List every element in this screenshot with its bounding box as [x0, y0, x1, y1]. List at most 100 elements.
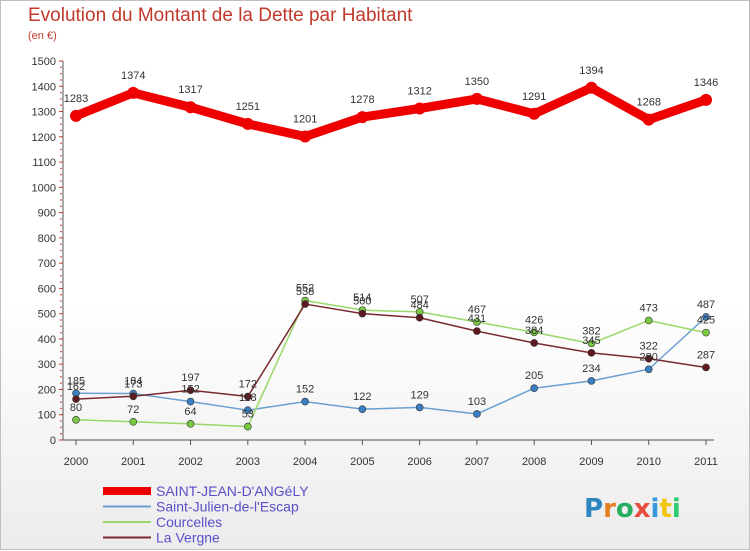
y-tick-label: 100	[38, 410, 56, 422]
data-point	[186, 386, 195, 395]
legend-label: Courcelles	[156, 514, 222, 530]
y-minor-tick	[60, 357, 62, 359]
data-label: 382	[582, 325, 600, 337]
y-tick-label: 1500	[32, 56, 56, 68]
y-minor-tick	[60, 167, 62, 170]
data-point	[473, 327, 481, 335]
data-label: 129	[410, 389, 428, 401]
data-point	[642, 113, 655, 126]
data-label: 280	[640, 351, 658, 363]
y-minor-tick	[60, 274, 62, 277]
logo-letter: i	[672, 494, 681, 524]
logo-letter: i	[651, 494, 660, 524]
data-point	[587, 377, 596, 385]
data-point	[72, 415, 80, 424]
y-minor-tick	[60, 407, 62, 410]
data-point	[129, 418, 138, 426]
data-point	[530, 384, 538, 393]
y-tick-label: 1000	[32, 182, 56, 194]
data-point	[473, 318, 481, 326]
data-point	[413, 102, 426, 115]
data-point	[587, 339, 596, 348]
data-label: 1312	[407, 86, 431, 98]
data-label: 80	[70, 402, 82, 414]
y-minor-tick	[60, 300, 62, 302]
y-minor-tick	[60, 376, 62, 378]
data-label: 1394	[579, 65, 603, 77]
legend-label: Saint-Julien-de-l'Escap	[156, 499, 299, 515]
data-point	[700, 93, 712, 106]
data-label: 184	[124, 376, 142, 388]
data-point	[299, 130, 312, 143]
y-minor-tick	[60, 426, 62, 429]
chart-title: Evolution du Montant de la Dette par Hab…	[28, 5, 413, 26]
data-label: 103	[468, 396, 486, 408]
data-label: 1283	[64, 93, 88, 105]
data-label: 205	[525, 370, 543, 382]
y-minor-tick	[60, 401, 62, 403]
data-label: 514	[353, 292, 371, 304]
data-label: 287	[697, 349, 715, 361]
data-point	[702, 313, 710, 321]
y-minor-tick	[60, 256, 62, 258]
data-point	[129, 392, 138, 401]
data-label: 1251	[236, 101, 260, 113]
x-tick-label: 2000	[64, 456, 88, 468]
data-label: 322	[640, 341, 658, 353]
data-label: 552	[296, 283, 314, 295]
data-point	[528, 107, 541, 120]
data-label: 1291	[522, 91, 546, 103]
axes: 0 100 200 300 400 500 600 700 800 900 1000 1100 1200…	[32, 56, 718, 468]
y-tick-label: 500	[38, 309, 56, 321]
y-minor-tick	[60, 382, 62, 384]
data-label: 1268	[636, 97, 660, 109]
y-minor-tick	[60, 154, 62, 157]
y-tick-label: 1300	[32, 107, 56, 119]
legend-label: La Vergne	[156, 530, 220, 546]
data-point	[244, 422, 252, 431]
series-layer	[70, 81, 712, 431]
y-minor-tick	[60, 117, 62, 119]
y-minor-tick	[60, 173, 62, 176]
y-tick-label: 700	[38, 258, 56, 270]
data-point	[186, 397, 195, 406]
y-minor-tick	[60, 180, 62, 182]
data-label: 426	[525, 314, 543, 326]
data-label: 467	[468, 304, 486, 316]
chart-subtitle: (en €)	[28, 30, 57, 42]
y-minor-tick	[60, 325, 62, 328]
y-minor-tick	[60, 319, 62, 321]
y-minor-tick	[60, 394, 62, 397]
logo-letter: o	[616, 494, 634, 524]
y-minor-tick	[60, 281, 62, 283]
x-tick-label: 2001	[121, 456, 145, 468]
x-tick-label: 2005	[350, 456, 374, 468]
y-minor-tick	[60, 218, 62, 220]
y-minor-tick	[60, 224, 62, 227]
data-label: 487	[697, 299, 715, 311]
series-line	[75, 303, 707, 400]
data-label: 122	[353, 391, 371, 403]
y-minor-tick	[60, 72, 62, 75]
data-labels: 185 184 152 118 152 122 129 103 205 234 280 487 80 72…	[64, 65, 718, 421]
logo-letter: r	[603, 494, 616, 524]
logo-letter: t	[659, 494, 671, 524]
data-point	[415, 313, 424, 322]
data-label: 173	[124, 378, 142, 390]
y-minor-tick	[60, 142, 62, 144]
data-label: 484	[410, 300, 428, 312]
proxiti-logo: Proxiti	[584, 494, 681, 524]
y-minor-tick	[60, 129, 62, 132]
y-minor-tick	[60, 192, 62, 195]
data-point	[702, 328, 710, 337]
data-label: 197	[181, 372, 199, 384]
data-point	[587, 349, 596, 357]
data-label: 384	[525, 325, 543, 337]
y-minor-tick	[60, 306, 62, 309]
x-tick-label: 2010	[636, 456, 660, 468]
series-line	[75, 316, 707, 415]
y-minor-tick	[60, 66, 62, 69]
data-label: 473	[640, 302, 658, 314]
data-point	[358, 405, 367, 413]
